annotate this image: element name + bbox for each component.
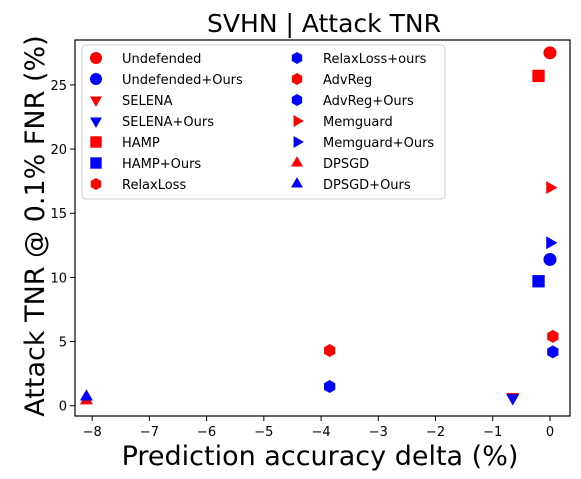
data-point — [547, 345, 559, 359]
legend-marker — [293, 136, 304, 148]
data-point — [324, 379, 336, 393]
data-point — [546, 236, 558, 250]
y-tick-label: 10 — [50, 271, 67, 286]
x-tick-label: −7 — [140, 425, 159, 440]
data-point — [506, 394, 520, 406]
legend-label: RelaxLoss — [122, 178, 186, 193]
plot-frame — [74, 39, 571, 417]
legend-marker — [291, 177, 303, 188]
legend-label: Memguard+Ours — [323, 136, 434, 151]
legend-label: HAMP+Ours — [122, 157, 201, 172]
legend-item: Memguard — [293, 115, 393, 130]
legend-marker — [90, 157, 102, 169]
data-point — [546, 181, 558, 195]
legend-item: Undefended — [90, 52, 201, 67]
legend-marker — [291, 73, 303, 85]
legend-label: DPSGD — [323, 157, 369, 172]
x-axis: −8 −7 −6 −5 −4 −3 −2 −1 0 — [83, 416, 554, 440]
legend-item: HAMP+Ours — [90, 157, 201, 172]
legend-marker — [291, 156, 303, 167]
legend-item: SELENA+Ours — [90, 115, 214, 130]
x-tick-label: −5 — [254, 425, 273, 440]
data-point — [532, 69, 545, 83]
data-point — [543, 46, 557, 60]
legend-item: SELENA — [90, 94, 173, 109]
legend-item: Undefended+Ours — [90, 73, 243, 88]
x-tick-label: −6 — [197, 425, 216, 440]
data-point — [547, 329, 559, 343]
legend: Undefended Undefended+Ours SELENA SELENA+Ou… — [81, 44, 446, 200]
data-point — [79, 389, 93, 401]
legend-label: SELENA+Ours — [122, 115, 214, 130]
y-tick-label: 0 — [59, 400, 67, 415]
legend-marker — [291, 52, 303, 64]
legend-marker — [90, 96, 102, 107]
legend-marker — [90, 136, 102, 148]
legend-item: Memguard+Ours — [293, 136, 434, 151]
legend-item: DPSGD — [291, 156, 369, 172]
legend-marker — [293, 115, 304, 127]
legend-marker — [90, 117, 102, 128]
legend-label: SELENA — [122, 94, 173, 109]
y-tick-label: 15 — [50, 207, 67, 222]
x-tick-label: −1 — [483, 425, 502, 440]
plot-area: −8 −7 −6 −5 −4 −3 −2 −1 00510152025UndefendedUnd… — [50, 39, 571, 440]
data-point — [543, 252, 557, 266]
x-axis-label: Prediction accuracy delta (%) — [122, 441, 519, 472]
legend-label: RelaxLoss+ours — [323, 52, 427, 67]
y-axis-label: Attack TNR @ 0.1% FNR (%) — [20, 35, 51, 416]
x-tick-label: −4 — [311, 425, 330, 440]
x-tick-label: −2 — [426, 425, 445, 440]
legend-label: Undefended+Ours — [122, 73, 243, 88]
x-tick-label: −3 — [369, 425, 388, 440]
legend-marker — [90, 73, 102, 85]
data-point — [532, 275, 545, 288]
legend-label: AdvReg — [323, 73, 372, 88]
legend-marker — [90, 178, 102, 190]
y-tick-label: 5 — [59, 336, 67, 351]
legend-label: AdvReg+Ours — [323, 94, 414, 109]
legend-marker — [291, 94, 303, 106]
y-tick-label: 25 — [50, 79, 67, 94]
x-tick-label: −8 — [83, 425, 102, 440]
legend-box — [81, 44, 446, 200]
legend-item: RelaxLoss+ours — [291, 52, 427, 67]
legend-item: RelaxLoss — [90, 178, 186, 193]
legend-item: AdvReg+Ours — [291, 94, 414, 109]
legend-item: AdvReg — [291, 73, 372, 88]
legend-label: Memguard — [323, 115, 393, 130]
data-points — [79, 46, 559, 406]
x-tick-label: 0 — [546, 425, 554, 440]
y-tick-label: 20 — [50, 143, 67, 158]
legend-marker — [90, 52, 102, 64]
legend-item: HAMP — [90, 136, 160, 151]
y-axis: 0 5 10 15 20 25 — [50, 79, 75, 415]
legend-label: Undefended — [122, 52, 201, 67]
chart-title: SVHN | Attack TNR — [207, 9, 441, 38]
legend-label: HAMP — [122, 136, 160, 151]
data-point — [324, 344, 336, 358]
legend-label: DPSGD+Ours — [323, 178, 411, 193]
legend-item: DPSGD+Ours — [291, 177, 411, 193]
